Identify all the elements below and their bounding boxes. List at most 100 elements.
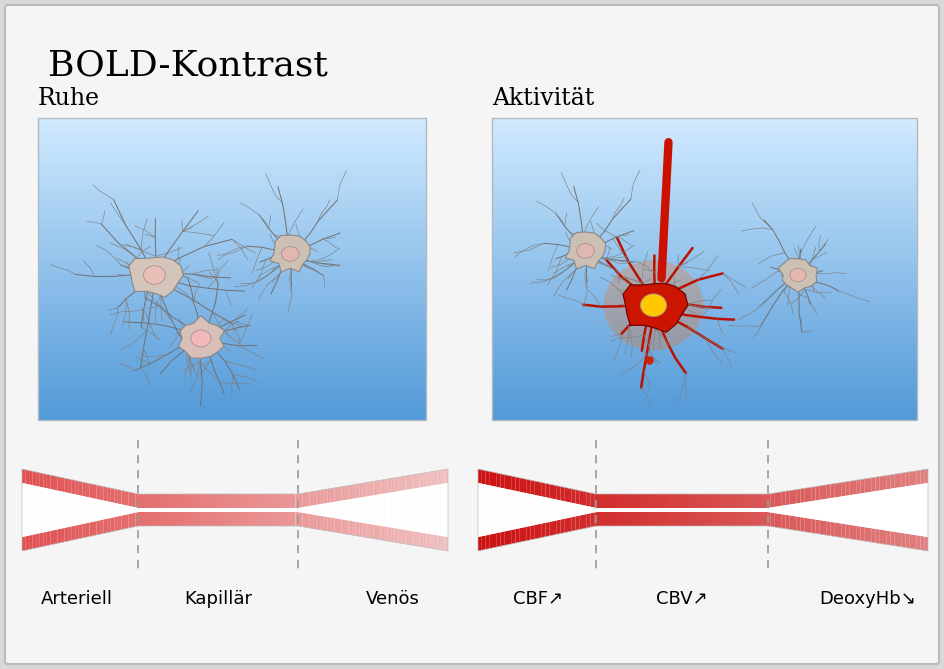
Bar <box>492 140 917 145</box>
Polygon shape <box>399 490 403 530</box>
Polygon shape <box>523 478 527 493</box>
Polygon shape <box>628 512 632 526</box>
Bar <box>38 254 426 259</box>
Ellipse shape <box>640 294 666 316</box>
Polygon shape <box>25 484 27 537</box>
Polygon shape <box>616 512 620 526</box>
Polygon shape <box>902 472 905 487</box>
Polygon shape <box>257 494 260 508</box>
Bar <box>492 356 917 361</box>
Polygon shape <box>178 494 182 508</box>
Polygon shape <box>430 534 434 549</box>
Polygon shape <box>508 489 511 531</box>
Polygon shape <box>628 494 632 508</box>
Bar <box>38 220 426 225</box>
Polygon shape <box>36 472 40 487</box>
Polygon shape <box>409 531 413 545</box>
Polygon shape <box>413 531 416 546</box>
Polygon shape <box>373 495 377 525</box>
Bar <box>38 231 426 236</box>
Polygon shape <box>924 469 928 484</box>
Polygon shape <box>828 498 832 522</box>
Bar <box>492 341 917 345</box>
Bar <box>492 118 917 123</box>
Polygon shape <box>118 490 122 504</box>
Bar <box>492 379 917 383</box>
Polygon shape <box>733 512 736 526</box>
Polygon shape <box>388 527 391 541</box>
Polygon shape <box>598 494 601 508</box>
Polygon shape <box>43 474 47 488</box>
Polygon shape <box>797 489 801 504</box>
Bar <box>38 163 426 168</box>
Polygon shape <box>857 480 861 494</box>
Bar <box>492 118 917 420</box>
Polygon shape <box>239 508 247 512</box>
Bar <box>492 258 917 262</box>
Polygon shape <box>206 508 213 512</box>
Polygon shape <box>171 512 175 526</box>
Polygon shape <box>292 512 295 526</box>
Polygon shape <box>328 517 330 531</box>
Polygon shape <box>395 477 398 492</box>
Polygon shape <box>531 494 534 526</box>
Polygon shape <box>565 232 606 269</box>
Polygon shape <box>377 494 380 526</box>
Bar <box>38 413 426 417</box>
Polygon shape <box>620 512 624 526</box>
Polygon shape <box>342 519 346 534</box>
Polygon shape <box>616 494 620 508</box>
Polygon shape <box>213 508 222 512</box>
Polygon shape <box>485 470 489 485</box>
Polygon shape <box>132 512 136 527</box>
Polygon shape <box>302 506 306 513</box>
Polygon shape <box>78 481 82 496</box>
Bar <box>492 333 917 338</box>
Polygon shape <box>678 508 686 512</box>
Text: Venös: Venös <box>366 590 420 608</box>
Polygon shape <box>916 484 920 536</box>
Polygon shape <box>153 512 157 526</box>
Polygon shape <box>534 524 538 539</box>
Polygon shape <box>605 494 609 508</box>
Polygon shape <box>816 500 820 520</box>
Bar <box>38 145 426 149</box>
Polygon shape <box>354 498 358 522</box>
Bar <box>492 212 917 217</box>
Polygon shape <box>546 497 548 522</box>
Bar <box>38 193 426 198</box>
Polygon shape <box>391 478 395 492</box>
Polygon shape <box>525 493 528 527</box>
Polygon shape <box>537 496 540 524</box>
Polygon shape <box>595 494 598 508</box>
Bar <box>492 159 917 165</box>
Polygon shape <box>850 524 853 539</box>
Polygon shape <box>231 494 235 508</box>
Polygon shape <box>346 499 350 520</box>
Polygon shape <box>427 472 430 486</box>
Polygon shape <box>884 489 888 531</box>
Polygon shape <box>33 471 36 486</box>
Polygon shape <box>782 491 785 506</box>
Bar <box>492 254 917 259</box>
Polygon shape <box>909 472 913 486</box>
Polygon shape <box>92 498 94 522</box>
Polygon shape <box>711 512 715 526</box>
Polygon shape <box>840 496 844 524</box>
Polygon shape <box>197 508 206 512</box>
Polygon shape <box>484 484 487 536</box>
Polygon shape <box>755 494 759 508</box>
Polygon shape <box>239 494 242 508</box>
Polygon shape <box>235 494 239 508</box>
Polygon shape <box>531 480 534 495</box>
Bar <box>492 145 917 149</box>
Polygon shape <box>886 531 890 545</box>
Polygon shape <box>413 474 416 489</box>
Bar <box>492 280 917 285</box>
Polygon shape <box>774 513 778 528</box>
Polygon shape <box>86 522 90 537</box>
Polygon shape <box>564 501 566 519</box>
Polygon shape <box>643 512 647 526</box>
Polygon shape <box>857 526 861 541</box>
Bar <box>38 216 426 221</box>
